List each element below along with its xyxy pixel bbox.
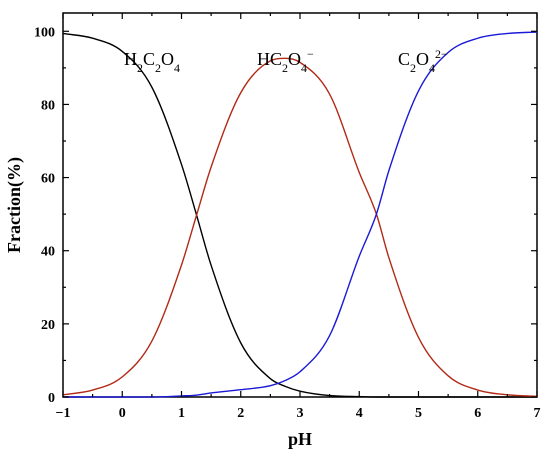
- x-tick-label: 0: [119, 406, 126, 421]
- y-tick-label: 20: [41, 318, 55, 333]
- x-tick-label: 7: [534, 406, 541, 421]
- x-tick-label: 2: [237, 406, 244, 421]
- series-line-2: [63, 31, 538, 398]
- plot-frame: [62, 12, 538, 398]
- y-tick-label: 100: [34, 25, 55, 40]
- label-h2c2o4: H2C2O4: [124, 49, 180, 75]
- y-tick-label: 40: [41, 245, 55, 260]
- series-line-1: [62, 57, 538, 397]
- x-axis-title: pH: [288, 429, 312, 449]
- x-tick-label: −1: [56, 406, 71, 421]
- y-tick-label: 60: [41, 172, 55, 187]
- x-tick-label: 3: [297, 406, 304, 421]
- label-c2o4: C2O42−: [398, 47, 448, 75]
- x-tick-label: 4: [356, 406, 363, 421]
- curves-layer: [62, 31, 538, 398]
- x-tick-label: 1: [178, 406, 185, 421]
- x-tick-label: 5: [415, 406, 422, 421]
- y-axis-title: Fraction(%): [4, 157, 25, 253]
- series-line-0: [62, 32, 537, 398]
- x-tick-label: 6: [474, 406, 481, 421]
- ticks-layer: [62, 13, 538, 398]
- y-tick-label: 80: [41, 98, 55, 113]
- y-tick-label: 0: [48, 391, 55, 406]
- label-hc2o4: HC2O4−: [257, 47, 314, 75]
